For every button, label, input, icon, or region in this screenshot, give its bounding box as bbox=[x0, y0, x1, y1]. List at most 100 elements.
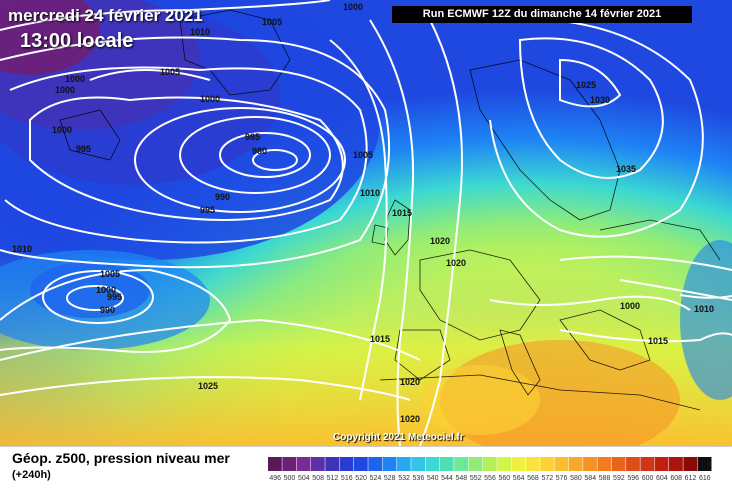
legend-swatch bbox=[611, 457, 626, 471]
legend-swatch bbox=[568, 457, 583, 471]
isobar-label: 995 bbox=[76, 144, 91, 154]
isobar-label: 1005 bbox=[262, 17, 282, 27]
isobar-label: 1035 bbox=[616, 164, 636, 174]
legend-swatch bbox=[339, 457, 354, 471]
legend-value: 612 bbox=[685, 475, 697, 482]
legend-swatch bbox=[353, 457, 368, 471]
isobar-label: 1020 bbox=[430, 236, 450, 246]
isobar-label: 1030 bbox=[590, 95, 610, 105]
legend-swatch bbox=[640, 457, 655, 471]
legend-value: 512 bbox=[327, 475, 339, 482]
isobar-label: 1005 bbox=[353, 150, 373, 160]
legend-value: 592 bbox=[613, 475, 625, 482]
legend-value: 616 bbox=[699, 475, 711, 482]
legend-swatch bbox=[583, 457, 597, 471]
legend-swatch bbox=[654, 457, 669, 471]
geopotential-field: 1000 1005 1010 1000 1000 1005 1000 1000 … bbox=[0, 0, 732, 446]
legend-swatch bbox=[382, 457, 397, 471]
legend-value: 556 bbox=[484, 475, 496, 482]
legend-swatch bbox=[697, 457, 712, 471]
legend-swatch bbox=[511, 457, 526, 471]
legend-swatch bbox=[525, 457, 540, 471]
isobar-label: 1010 bbox=[360, 188, 380, 198]
isobar-label: 1020 bbox=[400, 414, 420, 424]
forecast-map: 1000 1005 1010 1000 1000 1005 1000 1000 … bbox=[0, 0, 732, 446]
legend-swatch bbox=[597, 457, 612, 471]
legend-value: 516 bbox=[341, 475, 353, 482]
isobar-label: 1025 bbox=[576, 80, 596, 90]
legend-value: 500 bbox=[284, 475, 296, 482]
legend-swatch bbox=[296, 457, 311, 471]
legend-swatch bbox=[540, 457, 554, 471]
legend-swatch bbox=[425, 457, 440, 471]
legend-swatch bbox=[626, 457, 640, 471]
legend-value: 540 bbox=[427, 475, 439, 482]
copyright-notice: Copyright 2021 Meteociel.fr bbox=[333, 432, 464, 443]
legend-swatch bbox=[497, 457, 511, 471]
legend-value: 496 bbox=[269, 475, 281, 482]
legend-swatch bbox=[282, 457, 297, 471]
isobar-label: 1000 bbox=[620, 301, 640, 311]
legend-value: 544 bbox=[441, 475, 453, 482]
isobar-label: 980 bbox=[252, 146, 267, 156]
legend-value: 600 bbox=[642, 475, 654, 482]
legend-value: 528 bbox=[384, 475, 396, 482]
legend-value: 520 bbox=[355, 475, 367, 482]
legend-swatch bbox=[396, 457, 411, 471]
legend-value: 508 bbox=[312, 475, 324, 482]
model-run-info: Run ECMWF 12Z du dimanche 14 février 202… bbox=[392, 6, 692, 23]
isobar-label: 1000 bbox=[65, 74, 85, 84]
isobar-label: 1000 bbox=[343, 2, 363, 12]
isobar-label: 995 bbox=[200, 205, 215, 215]
legend-swatch bbox=[454, 457, 469, 471]
isobar-labels: 1000 1005 1010 1000 1000 1005 1000 1000 … bbox=[12, 2, 714, 424]
legend-value: 588 bbox=[599, 475, 611, 482]
legend-value: 524 bbox=[370, 475, 382, 482]
isobar-label: 1020 bbox=[400, 377, 420, 387]
legend-swatch bbox=[325, 457, 340, 471]
legend-value: 572 bbox=[541, 475, 553, 482]
legend-value: 576 bbox=[556, 475, 568, 482]
legend-value: 580 bbox=[570, 475, 582, 482]
legend-value: 504 bbox=[298, 475, 310, 482]
legend-value: 548 bbox=[456, 475, 468, 482]
legend-swatch bbox=[683, 457, 698, 471]
legend-swatch bbox=[411, 457, 426, 471]
legend-value: 536 bbox=[413, 475, 425, 482]
isobar-label: 1000 bbox=[200, 94, 220, 104]
forecast-date: mercredi 24 février 2021 bbox=[8, 6, 203, 25]
isobar-label: 1025 bbox=[198, 381, 218, 391]
legend-value: 560 bbox=[498, 475, 510, 482]
legend-value: 596 bbox=[627, 475, 639, 482]
isobar-label: 1005 bbox=[160, 67, 180, 77]
isobar-label: 1015 bbox=[392, 208, 412, 218]
isobar-label: 1005 bbox=[100, 269, 120, 279]
isobar-label: 1015 bbox=[370, 334, 390, 344]
color-scale-legend: 496 500 504 508 512 516 520 524 528 532 536 540 544 5… bbox=[268, 457, 712, 482]
legend-value: 564 bbox=[513, 475, 525, 482]
isobar-label: 985 bbox=[245, 132, 260, 142]
legend-swatch bbox=[669, 457, 683, 471]
legend-swatch bbox=[310, 457, 325, 471]
legend-value: 604 bbox=[656, 475, 668, 482]
isobar-label: 1015 bbox=[648, 336, 668, 346]
isobar-label: 1020 bbox=[446, 258, 466, 268]
legend-value: 532 bbox=[398, 475, 410, 482]
isobar-label: 995 bbox=[107, 292, 122, 302]
legend-value: 584 bbox=[584, 475, 596, 482]
legend-swatch bbox=[439, 457, 454, 471]
legend-swatch bbox=[268, 457, 282, 471]
isobar-label: 1010 bbox=[190, 27, 210, 37]
forecast-lead-time: (+240h) bbox=[12, 469, 51, 481]
isobar-label: 1000 bbox=[55, 85, 75, 95]
legend-value: 608 bbox=[670, 475, 682, 482]
forecast-time: 13:00 locale bbox=[20, 30, 134, 52]
isobar-label: 1000 bbox=[96, 285, 116, 295]
isobar-label: 1010 bbox=[12, 244, 32, 254]
legend-swatch bbox=[368, 457, 383, 471]
isobars bbox=[0, 0, 732, 446]
legend-swatch bbox=[482, 457, 497, 471]
parameter-title: Géop. z500, pression niveau mer bbox=[12, 450, 230, 466]
legend-value: 568 bbox=[527, 475, 539, 482]
